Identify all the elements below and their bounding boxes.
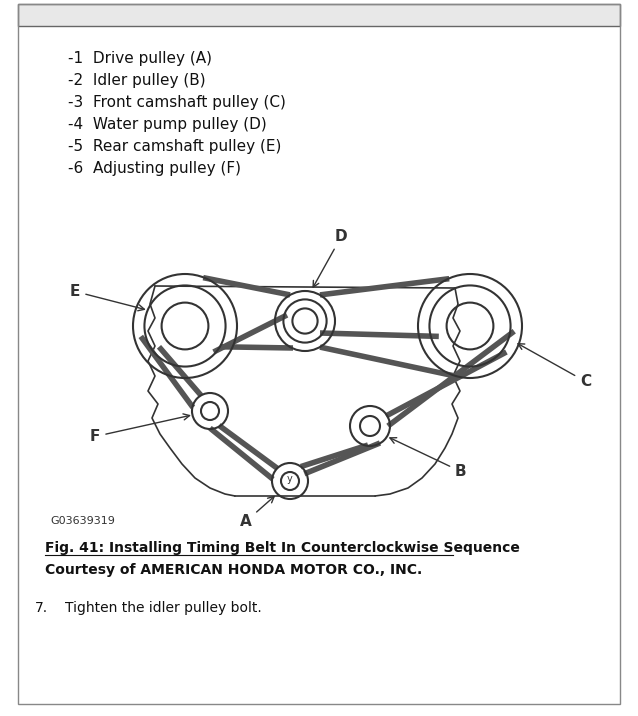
Text: -1  Drive pulley (A): -1 Drive pulley (A) — [68, 51, 212, 65]
Text: A: A — [240, 496, 274, 529]
Text: Courtesy of AMERICAN HONDA MOTOR CO., INC.: Courtesy of AMERICAN HONDA MOTOR CO., IN… — [45, 563, 422, 577]
Text: C: C — [518, 344, 591, 389]
Text: 7.: 7. — [35, 601, 48, 615]
Text: 2003-06 ENGINE Cylinder Head - MDX: 2003-06 ENGINE Cylinder Head - MDX — [200, 9, 438, 21]
Text: -5  Rear camshaft pulley (E): -5 Rear camshaft pulley (E) — [68, 138, 281, 153]
Text: -3  Front camshaft pulley (C): -3 Front camshaft pulley (C) — [68, 95, 286, 110]
Text: Tighten the idler pulley bolt.: Tighten the idler pulley bolt. — [65, 601, 262, 615]
Bar — [18, 4, 620, 26]
Text: E: E — [70, 284, 144, 311]
Text: Fig. 41: Installing Timing Belt In Counterclockwise Sequence: Fig. 41: Installing Timing Belt In Count… — [45, 541, 520, 555]
Text: -4  Water pump pulley (D): -4 Water pump pulley (D) — [68, 117, 267, 132]
Text: -6  Adjusting pulley (F): -6 Adjusting pulley (F) — [68, 160, 241, 175]
Text: B: B — [390, 437, 466, 479]
Text: F: F — [90, 414, 189, 444]
Text: D: D — [313, 229, 348, 287]
Text: y: y — [287, 474, 293, 484]
Text: G03639319: G03639319 — [50, 516, 115, 526]
Text: -2  Idler pulley (B): -2 Idler pulley (B) — [68, 72, 205, 87]
